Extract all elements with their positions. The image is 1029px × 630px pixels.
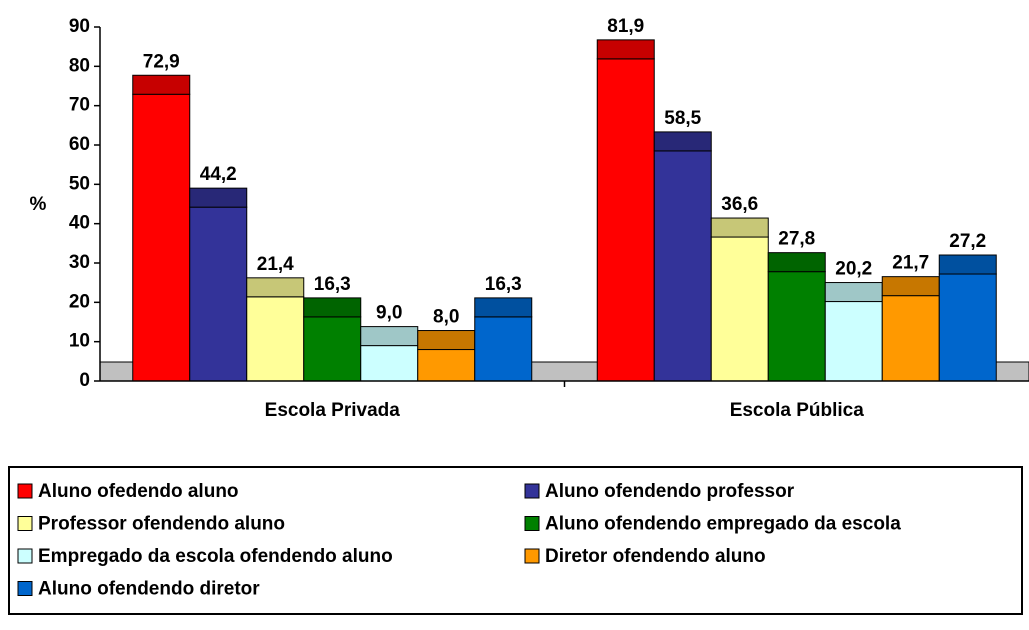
value-label: 36,6: [721, 194, 758, 215]
legend-label: Diretor ofendendo aluno: [545, 546, 766, 567]
y-tick-label: 70: [69, 95, 90, 116]
legend-label: Aluno ofendendo empregado da escola: [545, 514, 901, 535]
value-label: 58,5: [664, 108, 701, 129]
bar-top: [474, 297, 533, 318]
bar: [767, 271, 826, 382]
bar: [881, 295, 940, 382]
bar-top: [824, 282, 883, 303]
legend-label: Aluno ofendendo diretor: [38, 579, 260, 600]
x-tick-label: Escola Pública: [730, 400, 865, 421]
bar-top: [767, 252, 826, 273]
bar-top: [189, 187, 248, 208]
y-tick-label: 10: [69, 331, 90, 352]
legend-label: Professor ofendendo aluno: [38, 514, 285, 535]
value-label: 16,3: [485, 274, 522, 295]
bar-top: [303, 297, 362, 318]
bar: [246, 296, 305, 382]
legend-swatch: [524, 516, 540, 531]
bar-top: [596, 39, 655, 60]
bar-top: [132, 74, 191, 95]
y-axis-label: %: [30, 194, 47, 215]
bar: [474, 316, 533, 382]
bar: [596, 58, 655, 382]
legend-swatch: [17, 483, 33, 499]
value-label: 8,0: [433, 307, 459, 328]
y-tick-label: 30: [69, 252, 90, 273]
bar-top: [938, 254, 997, 275]
value-label: 27,2: [949, 231, 986, 252]
y-tick-label: 50: [69, 173, 90, 194]
bar-top: [653, 131, 712, 152]
legend-label: Aluno ofedendo aluno: [38, 481, 239, 502]
value-label: 20,2: [835, 259, 872, 280]
bar: [417, 349, 476, 382]
value-label: 16,3: [314, 274, 351, 295]
bar: [824, 301, 883, 382]
bar-top: [710, 217, 769, 238]
bar-top: [417, 330, 476, 351]
value-label: 21,4: [257, 254, 294, 275]
bar: [360, 345, 419, 382]
bar: [132, 93, 191, 382]
legend-swatch: [17, 516, 33, 531]
value-label: 72,9: [143, 51, 180, 72]
y-tick-label: 40: [69, 213, 90, 234]
bar: [303, 316, 362, 382]
bar-top: [881, 276, 940, 297]
x-tick-label: Escola Privada: [265, 400, 401, 421]
legend-swatch: [17, 548, 33, 564]
legend-label: Empregado da escola ofendendo aluno: [38, 546, 393, 567]
bar: [189, 206, 248, 382]
bar-top: [246, 277, 305, 298]
y-tick-label: 90: [69, 16, 90, 37]
y-tick-label: 80: [69, 55, 90, 76]
legend-swatch: [524, 483, 540, 499]
bar: [653, 150, 712, 382]
value-label: 44,2: [200, 164, 237, 185]
value-label: 27,8: [778, 229, 815, 250]
value-label: 81,9: [607, 16, 644, 37]
legend-swatch: [524, 548, 540, 564]
value-label: 21,7: [892, 253, 929, 274]
legend-label: Aluno ofendendo professor: [545, 481, 795, 502]
bar-top: [360, 326, 419, 347]
y-tick-label: 60: [69, 134, 90, 155]
y-tick-label: 0: [79, 370, 90, 391]
bar: [710, 236, 769, 382]
legend-swatch: [17, 581, 33, 596]
bar: [938, 273, 997, 382]
legend-box: [8, 466, 1023, 615]
y-tick-label: 20: [69, 291, 90, 312]
value-label: 9,0: [376, 303, 402, 324]
